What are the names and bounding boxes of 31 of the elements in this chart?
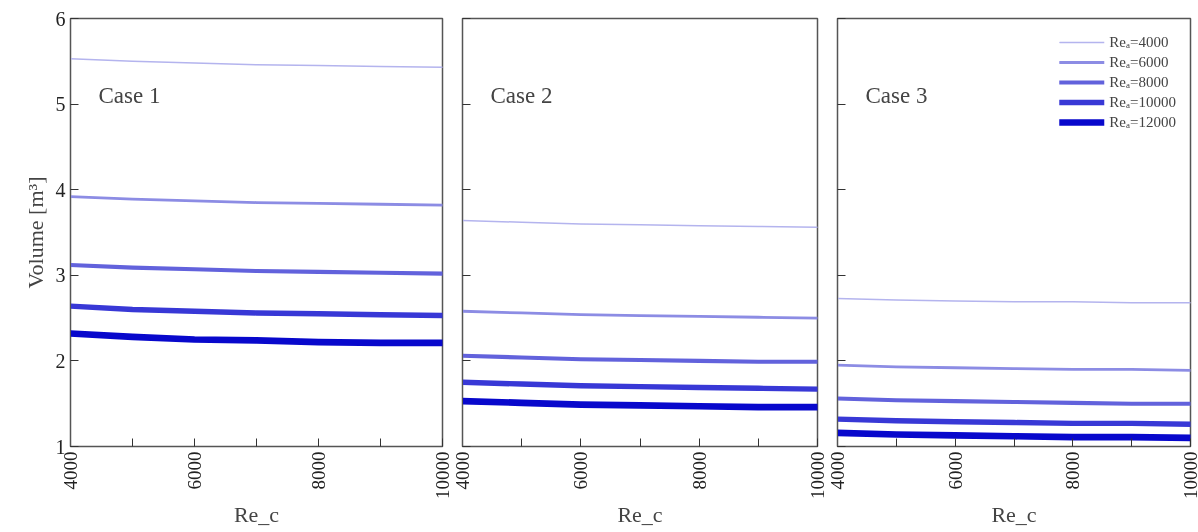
- x-tick-label: 8000: [1062, 451, 1084, 490]
- line-series: [70, 195, 443, 207]
- x-tick-label: 10000: [1180, 451, 1198, 499]
- x-tick-label: 4000: [827, 451, 848, 490]
- y-axis-title: Volume [m³]: [22, 176, 48, 289]
- line-series: [70, 262, 443, 276]
- x-tick-label: 6000: [944, 451, 966, 490]
- annotation: Case 3: [865, 82, 928, 108]
- annotation: Case 2: [490, 82, 553, 108]
- x-axis-title: Re_c: [991, 502, 1037, 527]
- x-tick-label: 6000: [184, 451, 205, 490]
- x-tick-label: 8000: [688, 451, 710, 490]
- legend-label: Reₐ=8000: [1109, 73, 1169, 91]
- legend-label: Reₐ=6000: [1109, 53, 1169, 71]
- x-tick-label: 10000: [432, 451, 453, 499]
- y-tick-label: 6: [55, 7, 66, 30]
- x-tick-label: 10000: [807, 451, 828, 499]
- y-tick-label: 4: [55, 178, 66, 201]
- x-axis-title: Re_c: [617, 502, 663, 527]
- annotation: Case 1: [98, 82, 161, 108]
- x-tick-label: 8000: [308, 451, 329, 490]
- y-tick-label: 3: [55, 264, 66, 287]
- x-tick-label: 6000: [570, 451, 592, 490]
- x-tick-label: 4000: [452, 451, 473, 490]
- legend-label: Reₐ=10000: [1109, 93, 1176, 111]
- legend-label: Reₐ=12000: [1109, 113, 1176, 131]
- y-tick-label: 2: [55, 349, 66, 372]
- line-series: [70, 57, 443, 69]
- y-tick-label: 5: [55, 93, 66, 116]
- legend-label: Reₐ=4000: [1109, 33, 1169, 51]
- x-axis-title: Re_c: [233, 502, 280, 527]
